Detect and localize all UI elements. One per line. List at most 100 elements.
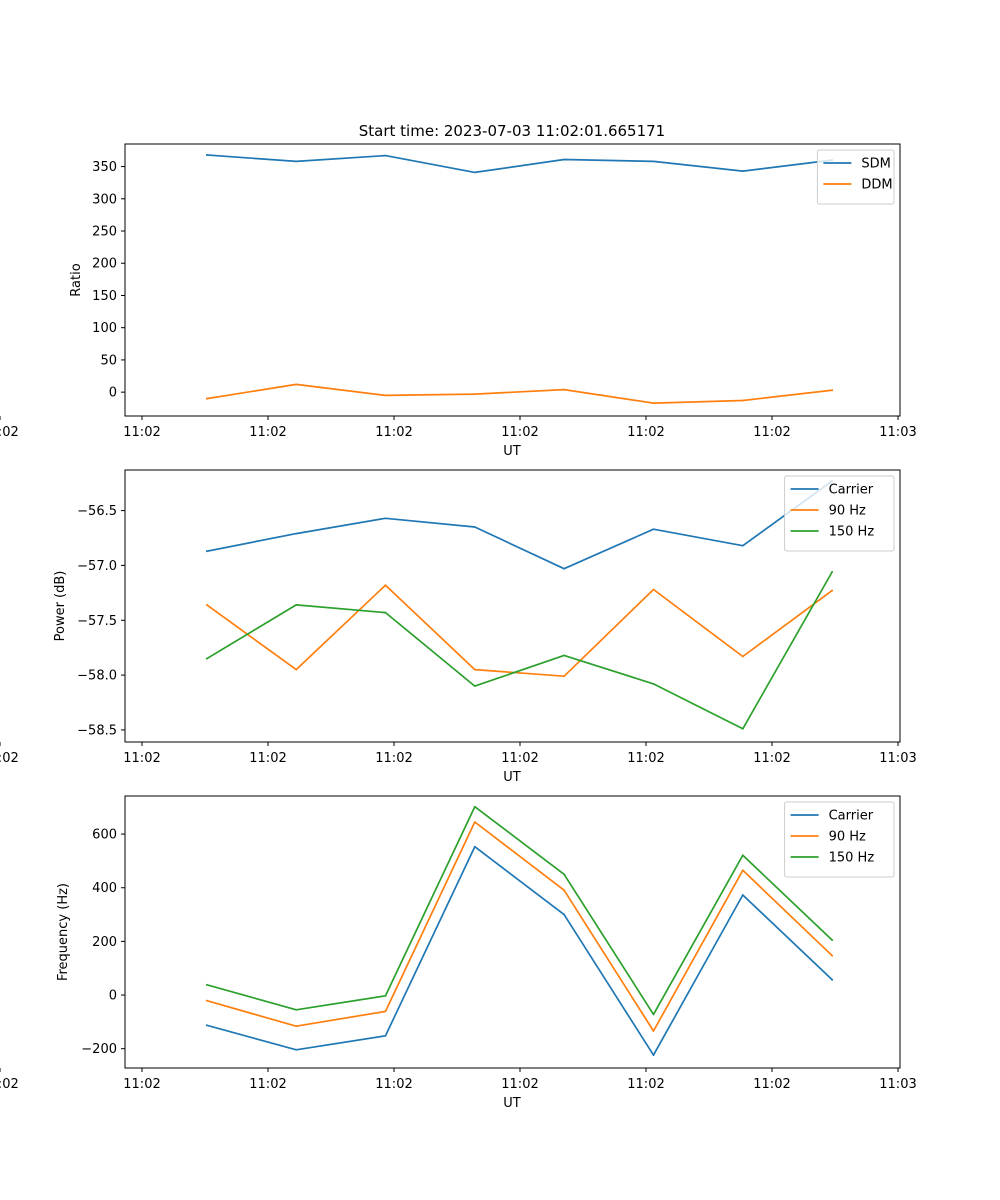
data-point-150-hz [295,604,298,606]
x-tick-label: 11:03 [879,751,916,766]
data-point-90-hz [652,1030,655,1032]
legend-label: 150 Hz [829,525,875,540]
data-point-150-hz [563,654,566,657]
series-line-ddm [205,383,834,404]
x-axis-label: UT [503,770,521,785]
data-point-carrier [384,1034,387,1037]
data-point-150-hz [563,873,566,876]
data-point-carrier [652,528,655,531]
x-tick-label: 11:03 [879,1077,916,1092]
data-point-carrier [206,550,208,553]
y-tick-label: 600 [92,828,117,843]
data-point-ddm [473,393,476,395]
y-tick-label: −58.0 [77,669,117,684]
data-point-150-hz [295,1008,298,1011]
x-axis-label: UT [503,1096,521,1111]
y-tick-label: 200 [92,257,117,272]
data-point-90-hz [206,999,208,1002]
data-point-90-hz [741,655,744,658]
y-axis-label: Power (dB) [53,571,68,642]
legend-box [784,801,895,878]
series-line-sdm [205,154,834,174]
data-point-carrier [384,517,387,520]
legend: Carrier 90 Hz 150 Hz [784,475,895,552]
power-panel: 11:02 11:02 11:02 11:02 11:02 11:02 11:02 11:03… [0,469,917,785]
x-tick-label: 11:02 [0,1077,19,1092]
data-point-sdm [741,170,744,172]
y-tick-label: 200 [92,935,117,950]
legend-label: DDM [861,178,892,193]
data-point-150-hz [473,805,476,808]
x-tick-label: 11:02 [249,751,286,766]
data-point-150-hz [384,994,387,997]
axes-frame [124,469,901,743]
data-point-ddm [741,399,744,402]
data-point-carrier [741,544,744,547]
data-point-sdm [473,171,476,174]
data-point-ddm [652,402,655,405]
data-point-150-hz [206,983,208,986]
y-tick-label: 0 [109,989,117,1004]
legend-label: Carrier [829,809,874,824]
data-point-90-hz [384,584,387,587]
data-point-150-hz [831,939,833,941]
data-point-150-hz [741,727,744,730]
x-tick-label: 11:02 [501,425,538,440]
data-point-ddm [384,394,387,397]
legend-label: 90 Hz [829,504,866,519]
x-tick-label: 11:02 [627,751,664,766]
legend-label: 90 Hz [829,830,866,845]
legend-label: SDM [861,157,890,172]
x-tick-label: 11:02 [375,1077,412,1092]
series-line-carrier [205,479,834,570]
x-axis-label: UT [503,444,521,459]
series-line-carrier [205,845,834,1056]
frequency-panel: 11:02 11:02 11:02 11:02 11:02 11:02 11:02 11:03… [0,795,917,1111]
data-point-carrier [831,978,833,981]
data-point-150-hz [831,571,833,573]
data-point-carrier [563,567,566,570]
x-tick-label: 11:02 [249,425,286,440]
data-point-90-hz [831,589,833,592]
x-tick-label: 11:02 [123,751,160,766]
legend: SDM DDM [816,149,895,205]
data-point-ddm [206,397,208,400]
data-point-90-hz [563,889,566,892]
data-point-90-hz [563,675,566,678]
data-point-150-hz [652,1013,655,1016]
y-axis-label: Ratio [69,263,84,296]
data-point-sdm [563,158,566,161]
series-line-90-hz [205,584,834,678]
x-tick-label: 11:02 [627,1077,664,1092]
legend-box [784,475,895,552]
data-point-90-hz [652,588,655,591]
y-tick-label: 350 [92,160,117,175]
x-tick-label: 11:02 [123,425,160,440]
data-point-90-hz [741,869,744,872]
x-tick-label: 11:02 [0,425,19,440]
data-point-carrier [473,526,476,528]
data-point-ddm [563,388,566,391]
y-tick-label: 250 [92,225,117,240]
axes-frame [124,143,901,417]
y-tick-label: 0 [109,386,117,401]
data-point-carrier [295,532,298,535]
y-tick-label: 300 [92,192,117,207]
x-tick-label: 11:02 [627,425,664,440]
data-point-90-hz [295,1025,298,1028]
data-point-90-hz [206,604,208,606]
y-tick-label: −58.5 [77,723,117,738]
data-point-carrier [563,913,566,916]
data-point-90-hz [384,1010,387,1013]
series-line-150-hz [205,570,834,730]
x-tick-label: 11:02 [249,1077,286,1092]
data-point-150-hz [384,611,387,614]
x-tick-label: 11:02 [375,425,412,440]
legend-label: 150 Hz [829,851,875,866]
data-point-sdm [295,160,298,163]
data-point-carrier [206,1024,208,1027]
series-line-90-hz [205,821,834,1032]
x-tick-label: 11:02 [501,1077,538,1092]
data-point-sdm [206,154,208,156]
y-tick-label: 50 [100,353,117,368]
